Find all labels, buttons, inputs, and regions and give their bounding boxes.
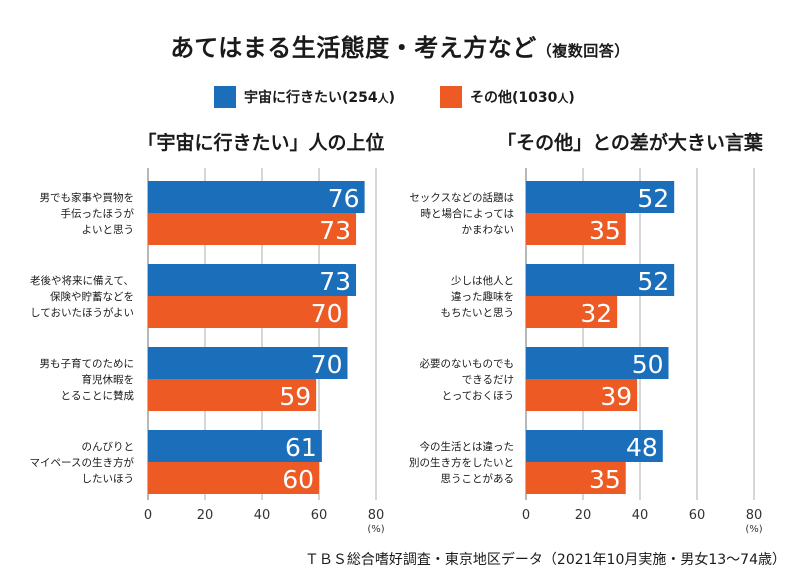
legend-swatch-space bbox=[214, 86, 236, 108]
left-category-label: 老後や将来に備えて、 bbox=[30, 274, 134, 287]
left-bar-space bbox=[148, 181, 365, 213]
left-data-label: 70 bbox=[311, 350, 343, 379]
right-bar-space bbox=[526, 430, 663, 462]
right-tick-label-60: 60 bbox=[689, 508, 706, 523]
right-category-label: 違った趣味を bbox=[451, 290, 514, 303]
chart-title-sub: （複数回答） bbox=[536, 42, 630, 60]
left-bar-space bbox=[148, 347, 348, 379]
left-category-label: 手伝ったほうが bbox=[61, 207, 135, 220]
left-axis-unit: (%) bbox=[367, 524, 384, 535]
right-tick-label-40: 40 bbox=[632, 508, 649, 523]
legend-label-other: その他(1030人) bbox=[470, 90, 575, 106]
right-category-label: 必要のないものでも bbox=[420, 357, 515, 370]
right-tick-label-0: 0 bbox=[522, 508, 530, 523]
left-category-label: とることに賛成 bbox=[61, 389, 135, 402]
left-category-label: のんびりと bbox=[82, 441, 135, 453]
right-category-label: 思うことがある bbox=[441, 472, 515, 485]
left-category-label: したいほう bbox=[82, 473, 135, 485]
left-tick-label-20: 20 bbox=[197, 508, 214, 523]
right-category-label: 別の生き方をしたいと bbox=[409, 456, 514, 469]
left-data-label: 60 bbox=[282, 465, 314, 494]
left-category-label: 男でも家事や買物を bbox=[40, 191, 135, 204]
right-bar-other bbox=[526, 379, 638, 411]
left-tick-label-80: 80 bbox=[368, 508, 385, 523]
left-tick-label-60: 60 bbox=[311, 508, 328, 523]
left-category-label: 男も子育てのために bbox=[40, 357, 135, 370]
right-bar-other bbox=[526, 213, 626, 245]
left-category-label: しておいたほうがよい bbox=[30, 306, 134, 319]
right-bar-space bbox=[526, 181, 675, 213]
chart-title: あてはまる生活態度・考え方など（複数回答） bbox=[0, 28, 800, 63]
legend-item-space: 宇宙に行きたい(254人) bbox=[214, 86, 395, 108]
legend-swatch-other bbox=[440, 86, 462, 108]
left-data-label: 73 bbox=[319, 267, 351, 296]
right-data-label: 35 bbox=[589, 216, 621, 245]
right-bar-other bbox=[526, 296, 618, 328]
left-category-label: マイペースの生き方が bbox=[30, 456, 135, 469]
left-bar-other bbox=[148, 462, 319, 494]
left-tick-label-40: 40 bbox=[254, 508, 271, 523]
legend-item-other: その他(1030人) bbox=[440, 86, 575, 108]
left-panel-title: 「宇宙に行きたい」人の上位 bbox=[137, 132, 385, 154]
right-category-label: もちたいと思う bbox=[441, 307, 515, 319]
left-bar-other bbox=[148, 296, 348, 328]
right-data-label: 39 bbox=[600, 382, 632, 411]
right-data-label: 50 bbox=[632, 350, 664, 379]
right-tick-label-80: 80 bbox=[746, 508, 763, 523]
left-category-label: 保険や貯蓄などを bbox=[50, 290, 134, 303]
right-category-label: できるだけ bbox=[462, 374, 514, 386]
right-category-label: セックスなどの話題は bbox=[409, 191, 514, 204]
right-category-label: とっておくほう bbox=[442, 390, 514, 402]
right-category-label: 今の生活とは違った bbox=[420, 440, 515, 453]
right-data-label: 52 bbox=[637, 184, 669, 213]
left-tick-label-0: 0 bbox=[144, 508, 152, 523]
left-data-label: 61 bbox=[285, 433, 317, 462]
right-axis-unit: (%) bbox=[745, 524, 762, 535]
left-bar-space bbox=[148, 264, 357, 296]
left-category-label: 育児休暇を bbox=[82, 373, 135, 386]
left-bar-other bbox=[148, 213, 357, 245]
chart-title-main: あてはまる生活態度・考え方など bbox=[170, 34, 537, 62]
left-bar-other bbox=[148, 379, 317, 411]
left-data-label: 59 bbox=[279, 382, 311, 411]
source-note: ＴＢＳ総合嗜好調査・東京地区データ（2021年10月実施・男女13〜74歳） bbox=[304, 552, 786, 568]
right-category-label: 時と場合によっては bbox=[421, 207, 514, 220]
left-bar-space bbox=[148, 430, 322, 462]
right-category-label: かまわない bbox=[462, 224, 515, 236]
right-tick-label-20: 20 bbox=[575, 508, 592, 523]
right-bar-other bbox=[526, 462, 626, 494]
legend-label-space: 宇宙に行きたい(254人) bbox=[244, 90, 396, 106]
right-data-label: 48 bbox=[626, 433, 658, 462]
right-data-label: 32 bbox=[580, 299, 612, 328]
left-data-label: 70 bbox=[311, 299, 343, 328]
right-bar-space bbox=[526, 347, 669, 379]
legend: 宇宙に行きたい(254人) その他(1030人) bbox=[0, 86, 800, 108]
left-category-label: よいと思う bbox=[82, 224, 135, 236]
right-data-label: 35 bbox=[589, 465, 621, 494]
left-data-label: 76 bbox=[328, 184, 360, 213]
right-panel-title: 「その他」との差が大きい言葉 bbox=[497, 132, 763, 154]
right-bar-space bbox=[526, 264, 675, 296]
right-category-label: 少しは他人と bbox=[451, 274, 514, 287]
right-data-label: 52 bbox=[637, 267, 669, 296]
left-data-label: 73 bbox=[319, 216, 351, 245]
